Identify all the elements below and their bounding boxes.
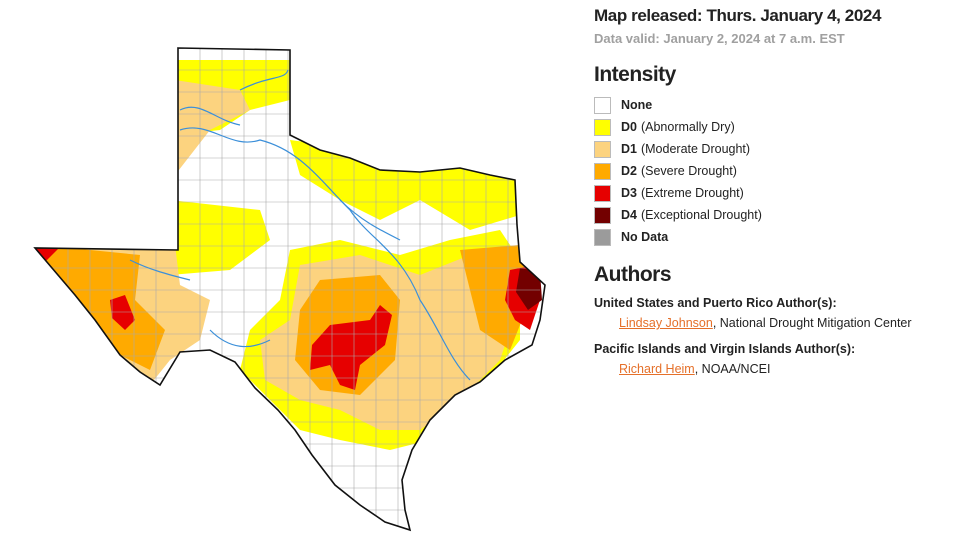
d3-area	[110, 295, 135, 330]
legend-item: D1 (Moderate Drought)	[594, 138, 956, 160]
info-panel: Map released: Thurs. January 4, 2024 Dat…	[594, 4, 956, 388]
legend-swatch	[594, 118, 611, 136]
authors-title: Authors	[594, 263, 672, 286]
legend: None D0 (Abnormally Dry) D1 (Moderate Drough…	[594, 94, 956, 248]
legend-item: D4 (Exceptional Drought)	[594, 204, 956, 226]
legend-label: (Moderate Drought)	[640, 142, 751, 156]
rivers	[129, 69, 471, 381]
legend-item: None	[594, 94, 956, 116]
legend-swatch	[594, 140, 611, 158]
author-heading: Pacific Islands and Virgin Islands Autho…	[594, 342, 856, 356]
d2-area	[35, 244, 165, 370]
d4-area	[516, 268, 542, 310]
author-affiliation: , National Drought Mitigation Center	[712, 316, 912, 330]
legend-label: (Abnormally Dry)	[640, 120, 735, 134]
authors: United States and Puerto Rico Author(s):…	[594, 296, 956, 376]
legend-code: D2	[621, 164, 637, 178]
legend-code: D4	[621, 208, 637, 222]
legend-code: D3	[621, 186, 637, 200]
legend-swatch	[594, 96, 611, 114]
data-valid: Data valid: January 2, 2024 at 7 a.m. ES…	[594, 31, 845, 46]
legend-code: D0	[621, 120, 637, 134]
legend-label: (Severe Drought)	[640, 164, 737, 178]
legend-swatch	[594, 228, 611, 246]
legend-swatch	[594, 162, 611, 180]
legend-label: (Exceptional Drought)	[640, 208, 762, 222]
legend-item: D2 (Severe Drought)	[594, 160, 956, 182]
intensity-title: Intensity	[594, 63, 676, 86]
legend-label: (Extreme Drought)	[640, 186, 744, 200]
d0-area	[170, 200, 270, 275]
author-line: Richard Heim, NOAA/NCEI	[619, 362, 956, 376]
d1-area	[175, 80, 250, 175]
author-affiliation: , NOAA/NCEI	[694, 362, 771, 376]
author-link[interactable]: Richard Heim	[619, 362, 695, 376]
state-outline	[33, 47, 546, 532]
legend-code: No Data	[621, 230, 669, 244]
legend-item: No Data	[594, 226, 956, 248]
d3-area	[310, 305, 392, 390]
author-link[interactable]: Lindsay Johnson	[619, 316, 713, 330]
legend-swatch	[594, 206, 611, 224]
legend-item: D0 (Abnormally Dry)	[594, 116, 956, 138]
legend-code: D1	[621, 142, 637, 156]
legend-swatch	[594, 184, 611, 202]
legend-code: None	[621, 98, 653, 112]
legend-item: D3 (Extreme Drought)	[594, 182, 956, 204]
map-released: Map released: Thurs. January 4, 2024	[594, 6, 882, 25]
texas-map	[33, 47, 546, 532]
author-heading: United States and Puerto Rico Author(s):	[594, 296, 837, 310]
author-line: Lindsay Johnson, National Drought Mitiga…	[619, 316, 956, 330]
